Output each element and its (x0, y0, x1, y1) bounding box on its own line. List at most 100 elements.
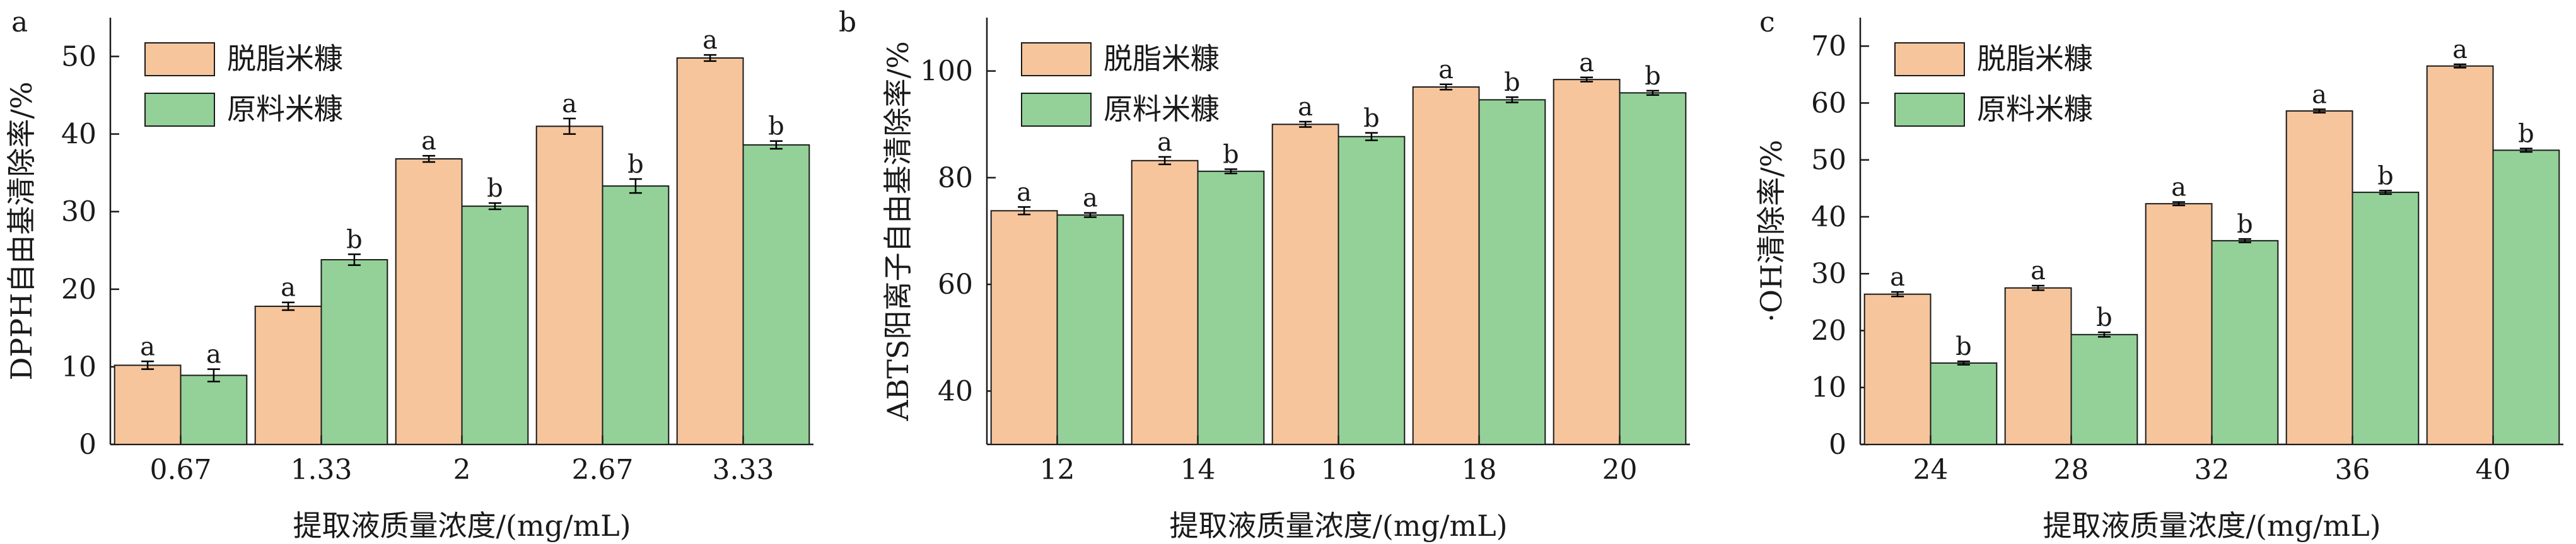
panel-a-x-tick-label: 3.33 (713, 454, 774, 486)
panel-a-bar-defatted (254, 305, 322, 446)
panel-a-sig-label: a (702, 26, 718, 55)
panel-b-sig-label: a (1083, 184, 1098, 213)
panel-c-y-tick-label: 50 (1811, 144, 1846, 177)
panel-c-sig-label: b (2518, 120, 2534, 149)
panel-b-bar-raw (1338, 136, 1406, 445)
panel-c-sig-label: a (2171, 173, 2186, 202)
panel-a-bar-defatted (535, 125, 603, 445)
panel-a-bar-defatted (676, 57, 744, 446)
panel-a-sig-label: b (627, 150, 644, 179)
panel-b-legend-swatch-defatted (1021, 42, 1092, 76)
panel-b-legend-swatch-raw (1021, 93, 1092, 127)
panel-c-bar-defatted (1863, 293, 1932, 446)
panel-c-sig-label: b (2377, 161, 2394, 190)
panel-b-sig-label: b (1504, 68, 1520, 97)
panel-b-x-tick-label: 14 (1180, 454, 1216, 486)
panel-a-y-tick-label: 10 (61, 351, 96, 383)
panel-c-bar-raw (2211, 240, 2279, 445)
panel-b-sig-label: b (1645, 62, 1661, 91)
panel-a-legend-swatch-raw (144, 93, 215, 127)
panel-b-sig-label: a (1579, 49, 1594, 78)
panel-b-sig-label: a (1017, 178, 1032, 207)
panel-c-x-tick-label: 40 (2476, 454, 2511, 486)
panel-c-bar-raw (2352, 192, 2420, 445)
panel-c-letter: c (1759, 6, 1775, 38)
panel-b-y-tick-label: 40 (938, 375, 973, 407)
panel-c-sig-label: a (2031, 257, 2046, 286)
panel-a-bar-raw (461, 205, 529, 445)
panel-b-letter: b (839, 6, 856, 38)
panel-c-y-tick-label: 10 (1811, 372, 1846, 404)
panel-a-x-label: 提取液质量浓度/(mg/mL) (293, 509, 631, 543)
panel-a-sig-label: a (206, 340, 221, 369)
panel-a-sig-label: b (768, 112, 784, 141)
panel-c-x-tick-label: 28 (2054, 454, 2089, 486)
panel-b-bar-raw (1619, 92, 1687, 446)
panel-a-y-tick-label: 0 (79, 429, 96, 461)
panel-c-sig-label: b (1955, 332, 1972, 361)
panel-a-x-tick-label: 2.67 (572, 454, 634, 486)
panel-a-legend-label: 原料米糠 (227, 92, 343, 126)
panel-c-legend-swatch-raw (1894, 93, 1965, 127)
panel-c-y-label: ·OH清除率/% (1754, 140, 1788, 323)
panel-c-bar-raw (2492, 149, 2560, 446)
panel-b-legend-label: 脱脂米糠 (1104, 42, 1220, 76)
panel-a-sig-label: b (346, 225, 363, 254)
panel-c-legend-label: 脱脂米糠 (1977, 42, 2093, 76)
panel-a-y-tick-label: 40 (61, 119, 96, 151)
panel-c-legend-swatch-defatted (1894, 42, 1965, 76)
panel-a-letter: a (11, 6, 28, 38)
panel-b-y-tick-label: 60 (938, 269, 973, 301)
panel-b-bar-defatted (1131, 159, 1199, 445)
panel-a-y-tick-label: 50 (61, 41, 96, 73)
panel-b-y-label: ABTS阳离子自由基清除率/% (881, 41, 915, 421)
panel-a-sig-label: a (140, 332, 155, 361)
panel-c-y-tick-label: 70 (1811, 30, 1846, 62)
panel-a-x-tick-label: 1.33 (291, 454, 353, 486)
panel-a-sig-label: a (421, 127, 436, 156)
panel-b-y-tick-label: 80 (938, 162, 973, 194)
panel-b-bar-raw (1478, 99, 1546, 445)
panel-b-x-tick-label: 12 (1040, 454, 1075, 486)
panel-c-bar-defatted (2004, 287, 2072, 445)
panel-b-bar-defatted (1412, 86, 1480, 445)
panel-c-bar-raw (2070, 333, 2138, 445)
panel-c-x-tick-label: 24 (1913, 454, 1949, 486)
panel-a-bar-defatted (395, 158, 463, 445)
panel-b-sig-label: a (1438, 55, 1454, 84)
panel-c-y-tick-label: 40 (1811, 201, 1846, 233)
panel-a-bar-defatted (114, 364, 182, 445)
panel-a-bar-raw (602, 185, 670, 445)
panel-a-y-tick-label: 30 (61, 196, 96, 228)
panel-b-bar-defatted (1271, 124, 1339, 445)
panel-a-bar-raw (742, 144, 810, 446)
panel-a-bar-raw (320, 259, 388, 445)
panel-a-sig-label: a (281, 274, 296, 303)
panel-c-sig-label: a (2452, 35, 2468, 64)
panel-c-y-tick-label: 20 (1811, 315, 1846, 347)
panel-c-sig-label: a (2312, 80, 2327, 109)
panel-c-x-label: 提取液质量浓度/(mg/mL) (2043, 509, 2381, 543)
panel-a-legend-label: 脱脂米糠 (227, 42, 343, 76)
panel-a-bar-raw (180, 374, 248, 446)
panel-b-legend-label: 原料米糠 (1104, 92, 1220, 126)
panel-a-x-tick-label: 2 (453, 454, 471, 486)
panel-c-y-tick-label: 60 (1811, 87, 1846, 119)
panel-b-bar-raw (1056, 214, 1124, 445)
panel-c-bar-defatted (2145, 203, 2213, 445)
panel-c-bar-raw (1930, 362, 1998, 445)
panel-a-x-tick-label: 0.67 (150, 454, 212, 486)
panel-c-legend-label: 原料米糠 (1977, 92, 2093, 126)
panel-b-sig-label: a (1157, 128, 1172, 157)
panel-c-sig-label: b (2096, 303, 2113, 332)
panel-b-x-tick-label: 16 (1321, 454, 1356, 486)
panel-b-x-tick-label: 18 (1462, 454, 1497, 486)
panel-b-bar-raw (1197, 170, 1265, 445)
panel-a-y-tick-label: 20 (61, 274, 96, 306)
panel-a-sig-label: b (487, 174, 503, 203)
panel-b-sig-label: a (1298, 93, 1313, 122)
panel-a-legend-swatch-defatted (144, 42, 215, 76)
panel-c-sig-label: a (1890, 263, 1905, 292)
panel-b-x-tick-label: 20 (1602, 454, 1638, 486)
